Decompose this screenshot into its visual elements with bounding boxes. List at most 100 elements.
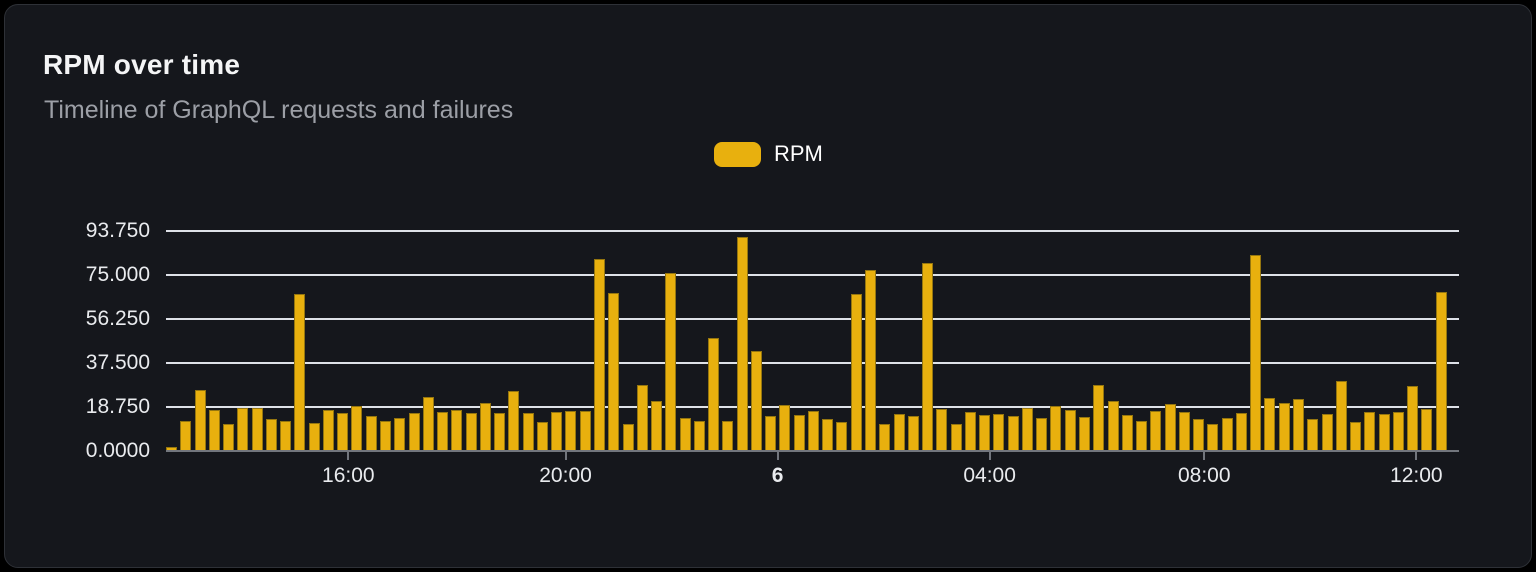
bar[interactable] bbox=[422, 396, 434, 451]
bar[interactable] bbox=[1121, 415, 1133, 451]
bar[interactable] bbox=[822, 419, 834, 451]
bar[interactable] bbox=[508, 390, 520, 451]
bar[interactable] bbox=[223, 424, 235, 451]
bar[interactable] bbox=[1378, 413, 1390, 451]
bar[interactable] bbox=[1264, 397, 1276, 451]
bar[interactable] bbox=[451, 410, 463, 451]
bar[interactable] bbox=[1278, 402, 1290, 451]
bar[interactable] bbox=[608, 292, 620, 451]
bar[interactable] bbox=[993, 413, 1005, 451]
bar[interactable] bbox=[1335, 380, 1347, 451]
bar[interactable] bbox=[1064, 410, 1076, 451]
bar[interactable] bbox=[722, 420, 734, 451]
bar[interactable] bbox=[1150, 411, 1162, 451]
bar[interactable] bbox=[166, 447, 177, 451]
bar[interactable] bbox=[408, 412, 420, 451]
bar[interactable] bbox=[208, 409, 220, 451]
bar[interactable] bbox=[1235, 412, 1247, 451]
bar[interactable] bbox=[351, 405, 363, 451]
plot-area[interactable] bbox=[166, 230, 1459, 451]
bar[interactable] bbox=[536, 421, 548, 451]
x-axis-tick-mark bbox=[1415, 452, 1418, 460]
bar[interactable] bbox=[365, 415, 377, 451]
bar[interactable] bbox=[636, 384, 648, 451]
bar[interactable] bbox=[522, 413, 534, 451]
x-axis-line bbox=[166, 450, 1459, 452]
bar[interactable] bbox=[950, 423, 962, 451]
bar[interactable] bbox=[651, 400, 663, 451]
y-axis-tick-label: 37.500 bbox=[85, 351, 150, 374]
bar[interactable] bbox=[1307, 418, 1319, 451]
bar[interactable] bbox=[1178, 411, 1190, 451]
x-axis-labels: 16:00 20:00 6 04:00 08:00 12:00 bbox=[166, 464, 1459, 494]
bar[interactable] bbox=[1435, 292, 1447, 451]
bar[interactable] bbox=[280, 420, 292, 451]
bar[interactable] bbox=[551, 411, 563, 451]
bar[interactable] bbox=[1321, 414, 1333, 451]
bar[interactable] bbox=[465, 413, 477, 451]
bar[interactable] bbox=[494, 413, 506, 451]
bar[interactable] bbox=[1350, 421, 1362, 451]
bar[interactable] bbox=[922, 263, 934, 451]
bar[interactable] bbox=[251, 408, 263, 451]
bar[interactable] bbox=[308, 422, 320, 451]
bar[interactable] bbox=[850, 293, 862, 451]
bar[interactable] bbox=[593, 258, 605, 451]
bar[interactable] bbox=[1392, 412, 1404, 451]
bar[interactable] bbox=[1107, 401, 1119, 451]
bar[interactable] bbox=[665, 272, 677, 451]
bar[interactable] bbox=[479, 403, 491, 451]
bar[interactable] bbox=[893, 413, 905, 451]
bar[interactable] bbox=[865, 270, 877, 451]
bar[interactable] bbox=[1407, 386, 1419, 451]
bar[interactable] bbox=[936, 409, 948, 451]
y-axis-tick-label: 93.750 bbox=[85, 219, 150, 242]
bar[interactable] bbox=[1221, 418, 1233, 451]
bar[interactable] bbox=[836, 421, 848, 451]
x-axis-tick-mark bbox=[988, 452, 991, 460]
legend-item-rpm[interactable]: RPM bbox=[714, 141, 823, 167]
bar[interactable] bbox=[1036, 417, 1048, 451]
bar[interactable] bbox=[879, 423, 891, 451]
bar[interactable] bbox=[1292, 398, 1304, 451]
bar[interactable] bbox=[1250, 255, 1262, 451]
bar[interactable] bbox=[379, 420, 391, 451]
bar[interactable] bbox=[1093, 384, 1105, 451]
bar[interactable] bbox=[693, 420, 705, 451]
bar[interactable] bbox=[265, 418, 277, 451]
bar[interactable] bbox=[337, 413, 349, 451]
bar[interactable] bbox=[979, 415, 991, 451]
bar[interactable] bbox=[793, 415, 805, 451]
bar[interactable] bbox=[907, 416, 919, 451]
bar[interactable] bbox=[1364, 412, 1376, 451]
bar[interactable] bbox=[750, 350, 762, 451]
bar[interactable] bbox=[807, 411, 819, 451]
bar[interactable] bbox=[1207, 423, 1219, 451]
bar[interactable] bbox=[679, 418, 691, 451]
gridline bbox=[166, 274, 1459, 276]
bar[interactable] bbox=[1021, 407, 1033, 451]
bar[interactable] bbox=[1193, 418, 1205, 451]
bar[interactable] bbox=[194, 390, 206, 451]
bar[interactable] bbox=[964, 411, 976, 451]
bar[interactable] bbox=[565, 410, 577, 451]
bar[interactable] bbox=[579, 410, 591, 451]
bar[interactable] bbox=[779, 404, 791, 451]
bar[interactable] bbox=[322, 410, 334, 451]
bar[interactable] bbox=[1164, 404, 1176, 451]
bar[interactable] bbox=[180, 420, 192, 451]
bar[interactable] bbox=[1421, 408, 1433, 451]
bar[interactable] bbox=[237, 408, 249, 451]
bar[interactable] bbox=[437, 411, 449, 451]
x-axis-tick-label: 12:00 bbox=[1390, 464, 1443, 487]
bar[interactable] bbox=[765, 416, 777, 451]
bar[interactable] bbox=[294, 293, 306, 451]
bar[interactable] bbox=[708, 338, 720, 451]
bar[interactable] bbox=[622, 423, 634, 451]
bar[interactable] bbox=[1079, 417, 1090, 451]
bar[interactable] bbox=[1136, 420, 1148, 451]
bar[interactable] bbox=[736, 237, 748, 451]
bar[interactable] bbox=[1007, 416, 1019, 451]
bar[interactable] bbox=[394, 417, 406, 451]
bar[interactable] bbox=[1050, 406, 1062, 451]
